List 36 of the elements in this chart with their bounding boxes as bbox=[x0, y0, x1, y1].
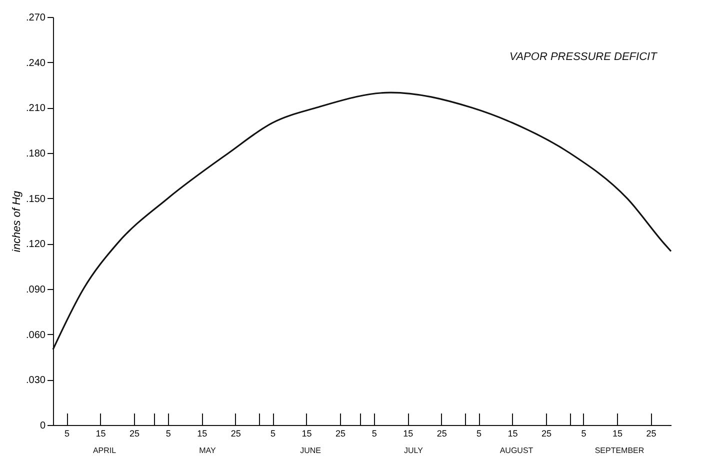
text: APRIL bbox=[92, 446, 117, 455]
x-tick-label: 15 bbox=[508, 428, 518, 438]
x-tick-label: 25 bbox=[542, 428, 552, 438]
y-tick-label: .120 bbox=[26, 239, 46, 250]
text: JUNE bbox=[300, 446, 321, 455]
y-tick-label: 0 bbox=[40, 420, 46, 432]
x-tick-label: 15 bbox=[96, 428, 106, 438]
x-tick-label: 25 bbox=[230, 428, 241, 438]
x-tick-label: 15 bbox=[197, 428, 208, 438]
y-tick-label: .180 bbox=[26, 148, 46, 160]
x-tick-label: 25 bbox=[646, 428, 656, 438]
text: MAY bbox=[199, 446, 217, 455]
x-tick-label: 5 bbox=[372, 428, 377, 438]
y-tick-label: .150 bbox=[26, 194, 46, 205]
y-tick-label: .240 bbox=[26, 58, 46, 69]
x-tick-label: 25 bbox=[436, 428, 447, 438]
x-tick-label: 25 bbox=[336, 428, 346, 438]
x-tick-label: 15 bbox=[302, 428, 312, 438]
y-tick-label: .030 bbox=[26, 375, 46, 386]
x-tick-label: 15 bbox=[612, 428, 622, 438]
x-tick-label: 5 bbox=[476, 428, 482, 438]
x-tick-label: 5 bbox=[64, 428, 70, 438]
y-tick-label: .060 bbox=[26, 330, 46, 341]
text: VAPOR PRESSURE DEFICIT bbox=[509, 51, 658, 63]
text: SEPTEMBER bbox=[594, 446, 644, 455]
y-tick-label: .270 bbox=[26, 12, 46, 24]
text: AUGUST bbox=[500, 446, 534, 455]
text: JULY bbox=[404, 446, 424, 455]
x-tick-label: 5 bbox=[270, 428, 276, 438]
y-axis-title: inches of Hg bbox=[11, 190, 24, 252]
y-tick-label: .210 bbox=[26, 103, 46, 114]
x-tick-label: 5 bbox=[166, 428, 171, 438]
x-tick-label: 25 bbox=[130, 428, 140, 438]
x-tick-label: 5 bbox=[581, 428, 586, 438]
x-tick-label: 15 bbox=[403, 428, 414, 438]
y-tick-label: .090 bbox=[26, 284, 46, 296]
